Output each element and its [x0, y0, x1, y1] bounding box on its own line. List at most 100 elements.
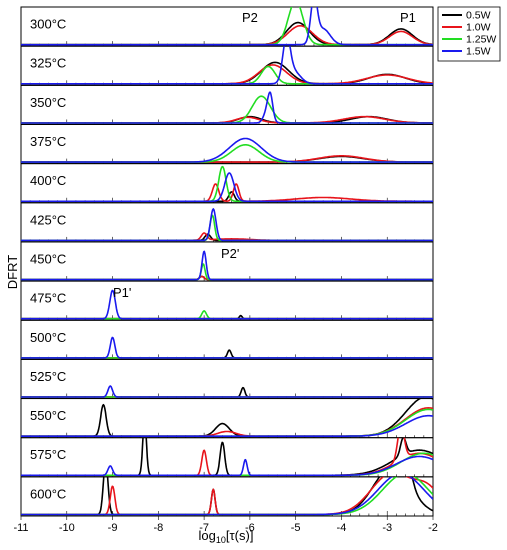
x-tick-label: -9 [108, 522, 118, 534]
series-line-0.5W [21, 398, 433, 437]
panel-2: 350°C [20, 84, 434, 125]
panel-frame [20, 280, 434, 321]
legend-label-1.25W: 1.25W [466, 34, 496, 46]
x-tick-label: -4 [337, 522, 347, 534]
panel-label: 550°C [30, 408, 66, 423]
series-line-1.5W [21, 7, 433, 46]
x-axis-label-sub: 10 [216, 535, 226, 545]
legend-label-1.0W: 1.0W [466, 22, 491, 34]
panel-9: 525°C [20, 358, 434, 400]
panel-series [21, 208, 433, 242]
x-tick-label: -6 [245, 522, 255, 534]
series-line-1.5W [21, 208, 433, 242]
series-line-0.5W [21, 437, 433, 477]
series-line-1.25W [21, 310, 433, 320]
panel-8: 500°C [20, 319, 434, 360]
x-tick-label: -11 [13, 522, 28, 534]
peak-label-p1: P1 [400, 10, 416, 25]
series-line-1.25W [21, 65, 433, 85]
series-line-1.25W [21, 95, 433, 124]
x-tick-label: -10 [59, 522, 75, 534]
panel-0: 300°C [20, 6, 434, 47]
x-axis-label: log10[τ(s)] [199, 528, 254, 545]
series-line-0.5W [21, 386, 433, 398]
series-line-1.25W [21, 476, 433, 516]
series-line-1.0W [21, 115, 433, 124]
panel-label: 575°C [30, 447, 66, 462]
peak-label-p2: P2 [242, 10, 258, 25]
series-line-1.25W [21, 263, 433, 281]
x-axis-label-tail: [τ(s)] [226, 528, 254, 543]
panel-series [21, 476, 433, 516]
x-axis: -11 -10 -9 -8 -7 -6 -5 -4 -3 -2 [13, 516, 438, 534]
x-axis-label-main: log [199, 528, 216, 543]
series-line-1.0W [21, 232, 433, 242]
panel-label: 300°C [30, 17, 66, 32]
series-line-1.5W [21, 476, 433, 516]
series-line-1.0W [21, 25, 433, 46]
panel-series [21, 336, 433, 359]
legend-label-0.5W: 0.5W [466, 10, 491, 22]
panel-series [21, 7, 433, 46]
panel-label: 425°C [30, 212, 66, 227]
panels-group: 300°C 325°C 350°C 375°C 400°C 425°C 450°C 475°C… [20, 6, 434, 517]
panel-series [21, 91, 433, 124]
series-line-1.0W [21, 407, 433, 437]
panel-series [21, 385, 433, 398]
panel-label: 525°C [30, 369, 66, 384]
panel-label: 400°C [30, 173, 66, 188]
series-line-1.0W [21, 155, 433, 163]
x-tick-label: -5 [291, 522, 301, 534]
panel-label: 350°C [30, 95, 66, 110]
series-line-1.5W [21, 336, 433, 359]
panel-7: 475°C [20, 280, 434, 321]
panel-series [21, 398, 433, 437]
series-line-1.5W [21, 46, 433, 85]
panel-series [21, 289, 433, 320]
legend-label-1.5W: 1.5W [466, 46, 491, 58]
panel-frame [20, 45, 434, 86]
peak-label-p1-prime: P1' [113, 285, 131, 300]
panel-label: 600°C [30, 486, 66, 501]
panel-series [21, 437, 433, 477]
panel-series [21, 165, 433, 203]
peak-label-p2-prime: P2' [221, 246, 239, 261]
panel-frame [20, 84, 434, 125]
panel-frame [20, 202, 434, 243]
series-line-1.5W [21, 385, 433, 398]
series-line-0.5W [21, 61, 433, 85]
series-line-1.5W [21, 289, 433, 320]
panel-4: 400°C [20, 163, 434, 204]
panel-1: 325°C [20, 45, 434, 86]
series-line-1.5W [21, 137, 433, 163]
x-tick-label: -8 [153, 522, 163, 534]
panel-3: 375°C [20, 123, 434, 165]
series-line-1.0W [21, 476, 433, 516]
series-line-1.5W [21, 91, 433, 124]
panel-label: 450°C [30, 251, 66, 266]
y-axis-label: DFRT [5, 255, 20, 289]
panel-series [21, 46, 433, 85]
series-line-0.5W [21, 349, 433, 359]
panel-label: 325°C [30, 56, 66, 71]
panel-label: 475°C [30, 291, 66, 306]
panel-label: 375°C [30, 134, 66, 149]
panel-series [21, 137, 433, 163]
series-line-1.5W [21, 250, 433, 281]
panel-frame [20, 123, 434, 165]
series-line-1.5W [21, 414, 433, 437]
panel-10: 550°C [20, 398, 434, 439]
x-tick-label: -7 [199, 522, 209, 534]
series-line-0.5W [21, 21, 433, 46]
panel-6: 450°C [20, 241, 434, 282]
panel-series [21, 250, 433, 281]
x-tick-label: -3 [382, 522, 392, 534]
panel-frame [20, 358, 434, 400]
series-line-1.5W [21, 455, 433, 477]
panel-frame [20, 476, 434, 517]
panel-5: 425°C [20, 202, 434, 243]
panel-label: 500°C [30, 330, 66, 345]
panel-12: 600°C [20, 476, 434, 517]
